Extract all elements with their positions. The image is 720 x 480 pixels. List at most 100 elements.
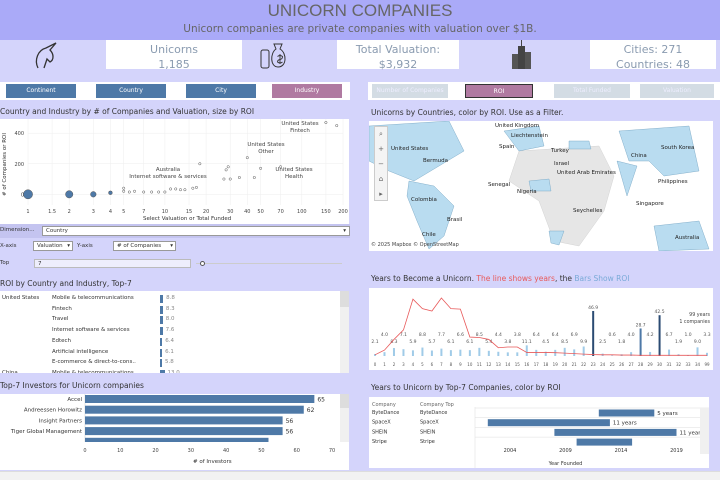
industry-button[interactable]: Industry: [272, 84, 342, 98]
roi-label: 28.7: [636, 322, 646, 328]
company-top-name: ByteDance: [420, 410, 447, 416]
map-country-label[interactable]: South Korea: [661, 145, 695, 151]
yaxis-value: # of Companies: [117, 243, 162, 249]
x-tick-label: 11: [477, 362, 483, 367]
city-button[interactable]: City: [186, 84, 256, 98]
scatter-point: [142, 190, 146, 194]
play-icon[interactable]: ▸: [379, 190, 383, 198]
map-country-label[interactable]: Chile: [422, 232, 436, 238]
continent-button[interactable]: Continent: [6, 84, 76, 98]
map-country-label[interactable]: Australia: [675, 235, 700, 241]
map-country-label[interactable]: United Arab Emirates: [557, 170, 616, 176]
roi-country: China: [2, 369, 18, 373]
map-country-label[interactable]: Brasil: [447, 217, 463, 223]
xaxis-select[interactable]: Valuation ▾: [33, 241, 73, 251]
roi-bar: [544, 351, 547, 356]
map-country-label[interactable]: Philippines: [658, 179, 688, 185]
search-icon[interactable]: ⌕: [379, 130, 383, 138]
company-name: ByteDance: [372, 410, 399, 416]
roi-row[interactable]: E-commerce & direct-to-cons.. 5.8: [0, 358, 340, 368]
map-country-label[interactable]: Bermuda: [423, 158, 449, 164]
roi-row[interactable]: Fintech 8.3: [0, 305, 340, 315]
map-country-label[interactable]: Turkey: [551, 148, 569, 154]
roi-value: 6.1: [165, 348, 174, 355]
roi-label: 4.0: [381, 332, 388, 338]
investor-name: Accel: [67, 397, 82, 403]
roi-scroll-thumb[interactable]: [340, 291, 349, 307]
roi-bar: [440, 348, 443, 356]
gantt-bar: [576, 438, 633, 446]
valuation-button[interactable]: Valuation: [640, 84, 714, 98]
roi-bar: [160, 369, 165, 373]
roi-bar: [402, 349, 405, 356]
roi-button[interactable]: ROI: [465, 84, 533, 98]
x-tick-label: 50: [258, 448, 264, 454]
roi-label: 3.3: [703, 332, 710, 338]
x-tick-label: 30: [657, 362, 663, 367]
map-country-label[interactable]: Liechtenstein: [511, 133, 548, 139]
investor-value: 56: [286, 429, 294, 436]
roi-value: 8.0: [165, 316, 175, 323]
gantt-title: Years to Unicorn by Top-7 Companies, col…: [371, 383, 561, 392]
x-tick-label: 4: [412, 362, 415, 367]
x-tick-label: 2009: [559, 448, 572, 454]
years-title-mid: , the: [554, 274, 573, 283]
zoom-in-icon[interactable]: +: [378, 145, 384, 153]
scatter-point: [133, 189, 136, 193]
roi-row[interactable]: Travel 8.0: [0, 315, 340, 325]
roi-bar: [430, 350, 433, 356]
home-icon[interactable]: ⌂: [378, 175, 384, 183]
map-country-label[interactable]: Seychelles: [573, 208, 603, 214]
zoom-out-icon[interactable]: −: [378, 160, 384, 168]
status-bar: [0, 471, 720, 480]
yaxis-select[interactable]: # of Companies ▾: [113, 241, 176, 251]
x-tick-label: 25: [610, 362, 616, 367]
map-country-label[interactable]: China: [631, 153, 647, 159]
roi-bar: [611, 355, 614, 356]
roi-label: 46.9: [588, 305, 598, 311]
top-input[interactable]: 7: [34, 259, 191, 268]
scatter-chart[interactable]: 1 1.5 2 3 4 5 7 10 15 20 30 40 50 70 100 150 200 0 200 400 U…: [0, 119, 349, 215]
roi-value: 8.3: [165, 305, 175, 312]
roi-bar: [421, 347, 424, 356]
investors-chart[interactable]: 65 Accel 62 Andreessen Horowitz 56 Insight Pa…: [0, 394, 349, 456]
scatter-label: Fintech: [290, 128, 310, 134]
roi-row[interactable]: United States Mobile & telecommunications…: [0, 294, 340, 304]
x-tick-label: 40: [244, 209, 250, 215]
years-chart[interactable]: 2.1 0 4.0 1 8.3 2 7.1 3 5.9 4 8.8 5 5.7 6 7.7 7 6.1 8 6.6 9…: [369, 288, 713, 370]
money-bag-icon: [260, 43, 286, 69]
roi-bar: [374, 353, 376, 356]
country-button[interactable]: Country: [96, 84, 166, 98]
scatter-label: United States: [247, 142, 284, 148]
investor-value: 62: [307, 407, 315, 414]
x-tick-label: 26: [619, 362, 625, 367]
years-line: [374, 297, 707, 356]
total-funded-button[interactable]: Total Funded: [554, 84, 630, 98]
roi-row[interactable]: China Mobile & telecommunications 13.0: [0, 369, 340, 373]
col-header-company-top: Company Top: [420, 402, 454, 408]
map-country-label[interactable]: Senegal: [488, 182, 511, 188]
top-slider-track[interactable]: [196, 263, 342, 264]
map-country-label[interactable]: Colombia: [411, 197, 437, 203]
number-of-companies-button[interactable]: Number of Companies: [372, 84, 448, 98]
map-country-label[interactable]: United Kingdom: [495, 123, 540, 129]
map-country-label[interactable]: Israel: [554, 161, 570, 167]
x-tick-label: 1: [26, 209, 29, 215]
scatter-point: [259, 166, 263, 170]
map-country-label[interactable]: Singapore: [636, 201, 664, 207]
roi-bar: [668, 349, 671, 356]
gantt-chart[interactable]: Company Company Top ByteDance ByteDance 5 ye…: [369, 397, 709, 468]
map-country-label[interactable]: Spain: [499, 144, 515, 150]
scatter-title: Country and Industry by # of Companies a…: [0, 107, 255, 116]
top-slider-handle[interactable]: [200, 261, 205, 266]
map-country-label[interactable]: Nigeria: [517, 189, 537, 195]
world-map[interactable]: United Kingdom Liechtenstein Spain Turkey Is…: [369, 121, 713, 251]
roi-scrollbar[interactable]: [340, 291, 349, 373]
roi-row[interactable]: Edtech 6.4: [0, 337, 340, 347]
roi-label: 6.9: [571, 332, 578, 338]
roi-row[interactable]: Artificial intelligence 6.1: [0, 348, 340, 358]
map-country-label[interactable]: United States: [391, 146, 429, 152]
dimension-select[interactable]: Country ▾: [42, 226, 350, 236]
roi-row[interactable]: Internet software & services 7.6: [0, 326, 340, 336]
unicorns-kpi: Unicorns 1,185: [106, 40, 242, 71]
